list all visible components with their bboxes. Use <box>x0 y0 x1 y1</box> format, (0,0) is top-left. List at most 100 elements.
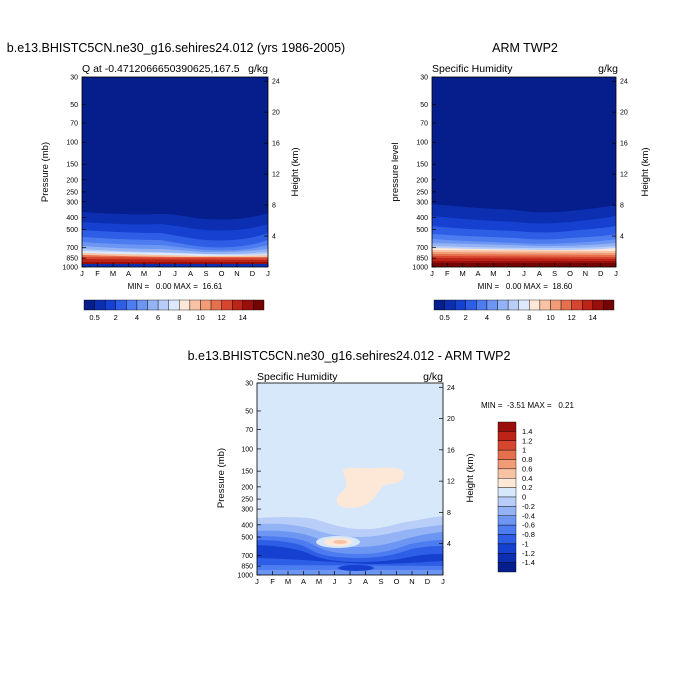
month-tick-label: A <box>363 577 368 586</box>
colorbar-swatch <box>497 524 517 535</box>
colorbar-swatch <box>518 299 530 311</box>
month-tick-label: F <box>95 269 100 278</box>
month-tick-label: F <box>270 577 275 586</box>
month-tick-label: N <box>583 269 588 278</box>
colorbar-swatch <box>189 299 201 311</box>
colorbar-swatch <box>253 299 265 311</box>
pressure-tick-label: 100 <box>66 140 78 147</box>
month-tick-label: N <box>234 269 239 278</box>
colorbar-label: -0.8 <box>522 530 535 539</box>
colorbar-swatch <box>529 299 541 311</box>
month-tick-label: J <box>80 269 84 278</box>
colorbar-swatch <box>465 299 477 311</box>
colorbar-label: 2 <box>464 313 468 322</box>
field-core <box>333 540 347 544</box>
colorbar-label: 14 <box>589 313 597 322</box>
pressure-tick-label: 70 <box>420 120 428 127</box>
panel-model-colorbar: 0.5 2 4 6 8 10 12 14 <box>83 299 265 322</box>
panel-obs-left-label: Specific Humidity <box>432 63 513 75</box>
colorbar-label: 0.8 <box>522 455 532 464</box>
month-tick-label: J <box>173 269 177 278</box>
panel-model-minmax: MIN = 0.00 MAX = 16.61 <box>128 282 223 291</box>
colorbar-label: 4 <box>135 313 139 322</box>
pressure-tick-label: 300 <box>66 199 78 206</box>
colorbar-label: 0 <box>522 493 526 502</box>
month-tick-label: J <box>255 577 259 586</box>
panel-diff-colorbar: 1.41.210.80.60.40.20-0.2-0.4-0.6-0.8-1-1… <box>497 421 535 573</box>
pressure-tick-label: 300 <box>416 199 428 206</box>
height-tick-label: 20 <box>620 110 628 117</box>
height-tick-label: 16 <box>447 447 455 454</box>
colorbar-swatch <box>497 440 517 451</box>
colorbar-swatch <box>83 299 95 311</box>
colorbar-label: 0.6 <box>522 464 532 473</box>
colorbar-label: 12 <box>217 313 225 322</box>
pressure-tick-label: 50 <box>245 408 253 415</box>
colorbar-swatch <box>168 299 180 311</box>
colorbar-label: 10 <box>546 313 554 322</box>
colorbar-swatch <box>497 534 517 545</box>
pressure-tick-label: 200 <box>66 177 78 184</box>
panel-diff-y2label: Height (km) <box>465 453 476 502</box>
colorbar-label: 2 <box>114 313 118 322</box>
pressure-tick-label: 200 <box>241 484 253 491</box>
colorbar-swatch <box>476 299 488 311</box>
pressure-tick-label: 700 <box>241 553 253 560</box>
month-tick-label: N <box>409 577 414 586</box>
month-tick-label: A <box>188 269 193 278</box>
colorbar-swatch <box>136 299 148 311</box>
pressure-tick-label: 850 <box>241 564 253 571</box>
colorbar-swatch <box>444 299 456 311</box>
height-tick-label: 12 <box>272 172 280 179</box>
colorbar-swatch <box>433 299 445 311</box>
panel-obs-y2label: Height (km) <box>640 147 651 196</box>
colorbar-swatch <box>507 299 519 311</box>
colorbar-label: 0.2 <box>522 483 532 492</box>
colorbar-swatch <box>115 299 127 311</box>
height-tick-label: 4 <box>620 234 624 241</box>
colorbar-swatch <box>592 299 604 311</box>
colorbar-label: 1.4 <box>522 427 532 436</box>
pressure-tick-label: 30 <box>245 381 253 388</box>
colorbar-swatch <box>497 553 517 563</box>
month-tick-label: M <box>460 269 466 278</box>
field-negative-anomaly <box>338 565 374 571</box>
pressure-tick-label: 500 <box>241 535 253 542</box>
colorbar-swatch <box>497 468 517 479</box>
panel-obs-minmax: MIN = 0.00 MAX = 18.60 <box>478 282 573 291</box>
colorbar-swatch <box>232 299 244 311</box>
pressure-tick-label: 400 <box>241 522 253 529</box>
colorbar-swatch <box>497 421 517 432</box>
month-tick-label: S <box>378 577 383 586</box>
colorbar-swatch <box>539 299 551 311</box>
height-tick-label: 8 <box>447 510 451 517</box>
height-tick-label: 4 <box>272 234 276 241</box>
month-tick-label: J <box>158 269 162 278</box>
month-tick-label: J <box>333 577 337 586</box>
colorbar-swatch <box>210 299 222 311</box>
colorbar-label: 0.5 <box>89 313 99 322</box>
colorbar-swatch <box>242 299 254 311</box>
colorbar-swatch <box>497 459 517 470</box>
pressure-tick-label: 50 <box>420 102 428 109</box>
pressure-tick-label: 850 <box>416 256 428 263</box>
colorbar-swatch <box>147 299 159 311</box>
month-tick-label: M <box>285 577 291 586</box>
panel-model-y2label: Height (km) <box>290 147 301 196</box>
panel-obs: ARM TWP2 Specific Humidity g/kg 30 50 70 10… <box>390 41 651 322</box>
colorbar-label: 8 <box>527 313 531 322</box>
month-tick-label: M <box>490 269 496 278</box>
panel-model-title: b.e13.BHISTC5CN.ne30_g16.sehires24.012 (… <box>7 41 345 55</box>
month-tick-label: M <box>110 269 116 278</box>
pressure-tick-label: 70 <box>70 120 78 127</box>
colorbar-label: 12 <box>567 313 575 322</box>
colorbar-swatch <box>94 299 106 311</box>
height-tick-label: 20 <box>272 110 280 117</box>
colorbar-swatch <box>157 299 169 311</box>
height-tick-label: 8 <box>620 203 624 210</box>
month-tick-label: O <box>394 577 400 586</box>
month-tick-label: A <box>537 269 542 278</box>
pressure-tick-label: 500 <box>416 227 428 234</box>
pressure-tick-label: 1000 <box>412 265 428 272</box>
month-tick-label: A <box>475 269 480 278</box>
